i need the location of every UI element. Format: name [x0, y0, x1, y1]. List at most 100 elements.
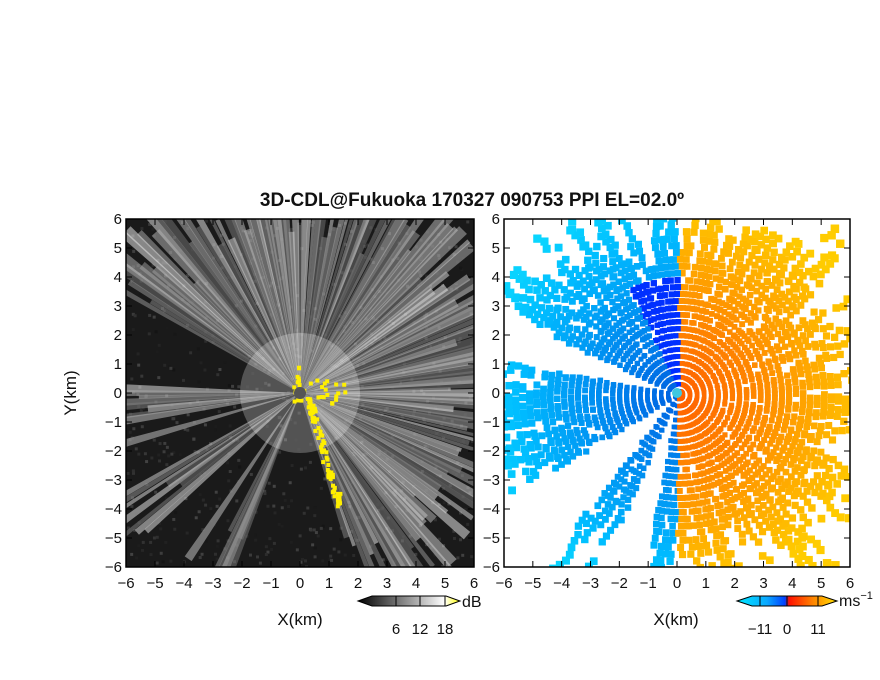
velocity-pixel — [597, 328, 604, 335]
noise-speckle — [272, 541, 276, 545]
velocity-pixel — [625, 296, 632, 303]
velocity-pixel — [792, 307, 800, 315]
velocity-pixel — [605, 510, 613, 517]
velocity-pixel — [594, 292, 602, 299]
noise-speckle — [279, 424, 283, 428]
velocity-pixel — [603, 384, 609, 390]
velocity-pixel — [576, 378, 583, 385]
velocity-pixel — [828, 473, 837, 482]
velocity-pixel — [698, 329, 704, 335]
velocity-pixel — [520, 445, 528, 453]
noise-speckle — [231, 384, 235, 388]
velocity-pixel — [810, 308, 818, 316]
radar-site-marker — [294, 387, 306, 399]
noise-speckle — [200, 552, 204, 556]
noise-speckle — [148, 313, 152, 317]
velocity-pixel — [806, 249, 815, 258]
velocity-pixel — [551, 427, 559, 435]
velocity-pixel — [732, 252, 740, 260]
velocity-pixel — [672, 249, 680, 256]
velocity-pixel — [744, 316, 751, 323]
noise-speckle — [133, 314, 137, 318]
velocity-pixel — [720, 342, 726, 348]
velocity-pixel — [593, 242, 601, 251]
velocity-pixel — [700, 484, 707, 491]
colorbar-tick-label: 12 — [412, 621, 429, 638]
velocity-pixel — [820, 402, 828, 410]
reflectivity-ray — [151, 265, 300, 393]
noise-speckle — [459, 511, 463, 515]
velocity-pixel — [807, 535, 816, 544]
noise-speckle — [216, 539, 220, 543]
velocity-pixel — [736, 424, 742, 430]
velocity-pixel — [602, 238, 610, 246]
noise-speckle — [462, 563, 466, 567]
velocity-pixel — [810, 323, 818, 331]
velocity-pixel — [700, 243, 708, 251]
velocity-pixel — [721, 285, 728, 293]
noise-speckle — [269, 441, 273, 445]
velocity-pixel — [715, 611, 723, 619]
reflectivity-ray — [300, 393, 474, 406]
velocity-pixel — [512, 443, 521, 452]
noise-speckle — [309, 528, 313, 532]
velocity-pixel — [638, 387, 644, 392]
velocity-pixel — [527, 412, 535, 420]
velocity-pixel — [547, 384, 554, 392]
velocity-pixel — [763, 432, 770, 439]
velocity-pixel — [716, 219, 725, 220]
noise-speckle — [298, 534, 302, 538]
velocity-pixel — [670, 340, 676, 346]
velocity-pixel — [583, 448, 590, 455]
velocity-pixel — [617, 392, 623, 398]
velocity-pixel — [671, 319, 678, 325]
velocity-pixel — [706, 605, 714, 613]
velocity-pixel — [868, 419, 876, 427]
velocity-pixel — [565, 550, 574, 559]
velocity-pixel — [775, 318, 782, 326]
velocity-pixel — [793, 431, 801, 438]
velocity-pixel — [630, 367, 636, 373]
noise-speckle — [151, 263, 155, 267]
reflectivity-ray — [300, 393, 474, 437]
velocity-pixel — [658, 335, 664, 342]
y-tick-label: 4 — [492, 269, 500, 286]
velocity-pixel — [770, 449, 777, 456]
noise-speckle — [293, 421, 297, 425]
velocity-pixel — [542, 244, 551, 253]
velocity-pixel — [797, 301, 805, 309]
velocity-pixel — [567, 543, 576, 552]
velocity-pixel — [827, 381, 835, 389]
velocity-pixel — [776, 515, 785, 523]
velocity-pixel — [674, 473, 681, 480]
velocity-pixel — [582, 387, 589, 394]
velocity-pixel — [764, 406, 770, 412]
velocity-pixel — [504, 455, 510, 464]
velocity-pixel — [573, 426, 580, 434]
velocity-pixel — [761, 259, 769, 267]
x-tick-label: −5 — [524, 575, 541, 592]
reflectivity-ray — [300, 219, 377, 393]
velocity-pixel — [683, 298, 690, 305]
velocity-pixel — [676, 333, 682, 339]
velocity-pixel — [659, 543, 668, 551]
velocity-pixel — [626, 489, 633, 496]
velocity-pixel — [564, 457, 571, 465]
velocity-pixel — [763, 277, 771, 285]
noise-speckle — [329, 527, 333, 531]
velocity-pixel — [629, 491, 636, 498]
velocity-pixel — [751, 261, 759, 269]
velocity-pixel — [604, 221, 612, 230]
velocity-pixel — [726, 359, 732, 365]
velocity-pixel — [635, 284, 642, 292]
velocity-pixel — [683, 235, 691, 243]
velocity-pixel — [583, 375, 590, 382]
velocity-pixel — [574, 530, 582, 539]
velocity-pixel — [611, 241, 619, 249]
velocity-pixel — [533, 401, 541, 409]
velocity-pixel — [779, 503, 787, 511]
velocity-pixel — [676, 298, 683, 304]
velocity-pixel — [803, 446, 810, 454]
noise-speckle — [321, 559, 325, 563]
noise-speckle — [154, 490, 158, 494]
